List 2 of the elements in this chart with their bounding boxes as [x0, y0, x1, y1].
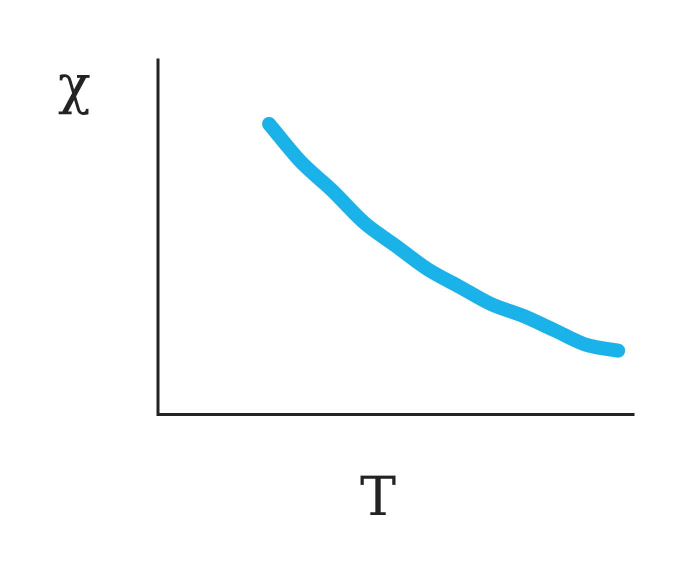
- x-axis-title: T: [360, 465, 396, 528]
- y-axis-title: χ: [58, 53, 91, 116]
